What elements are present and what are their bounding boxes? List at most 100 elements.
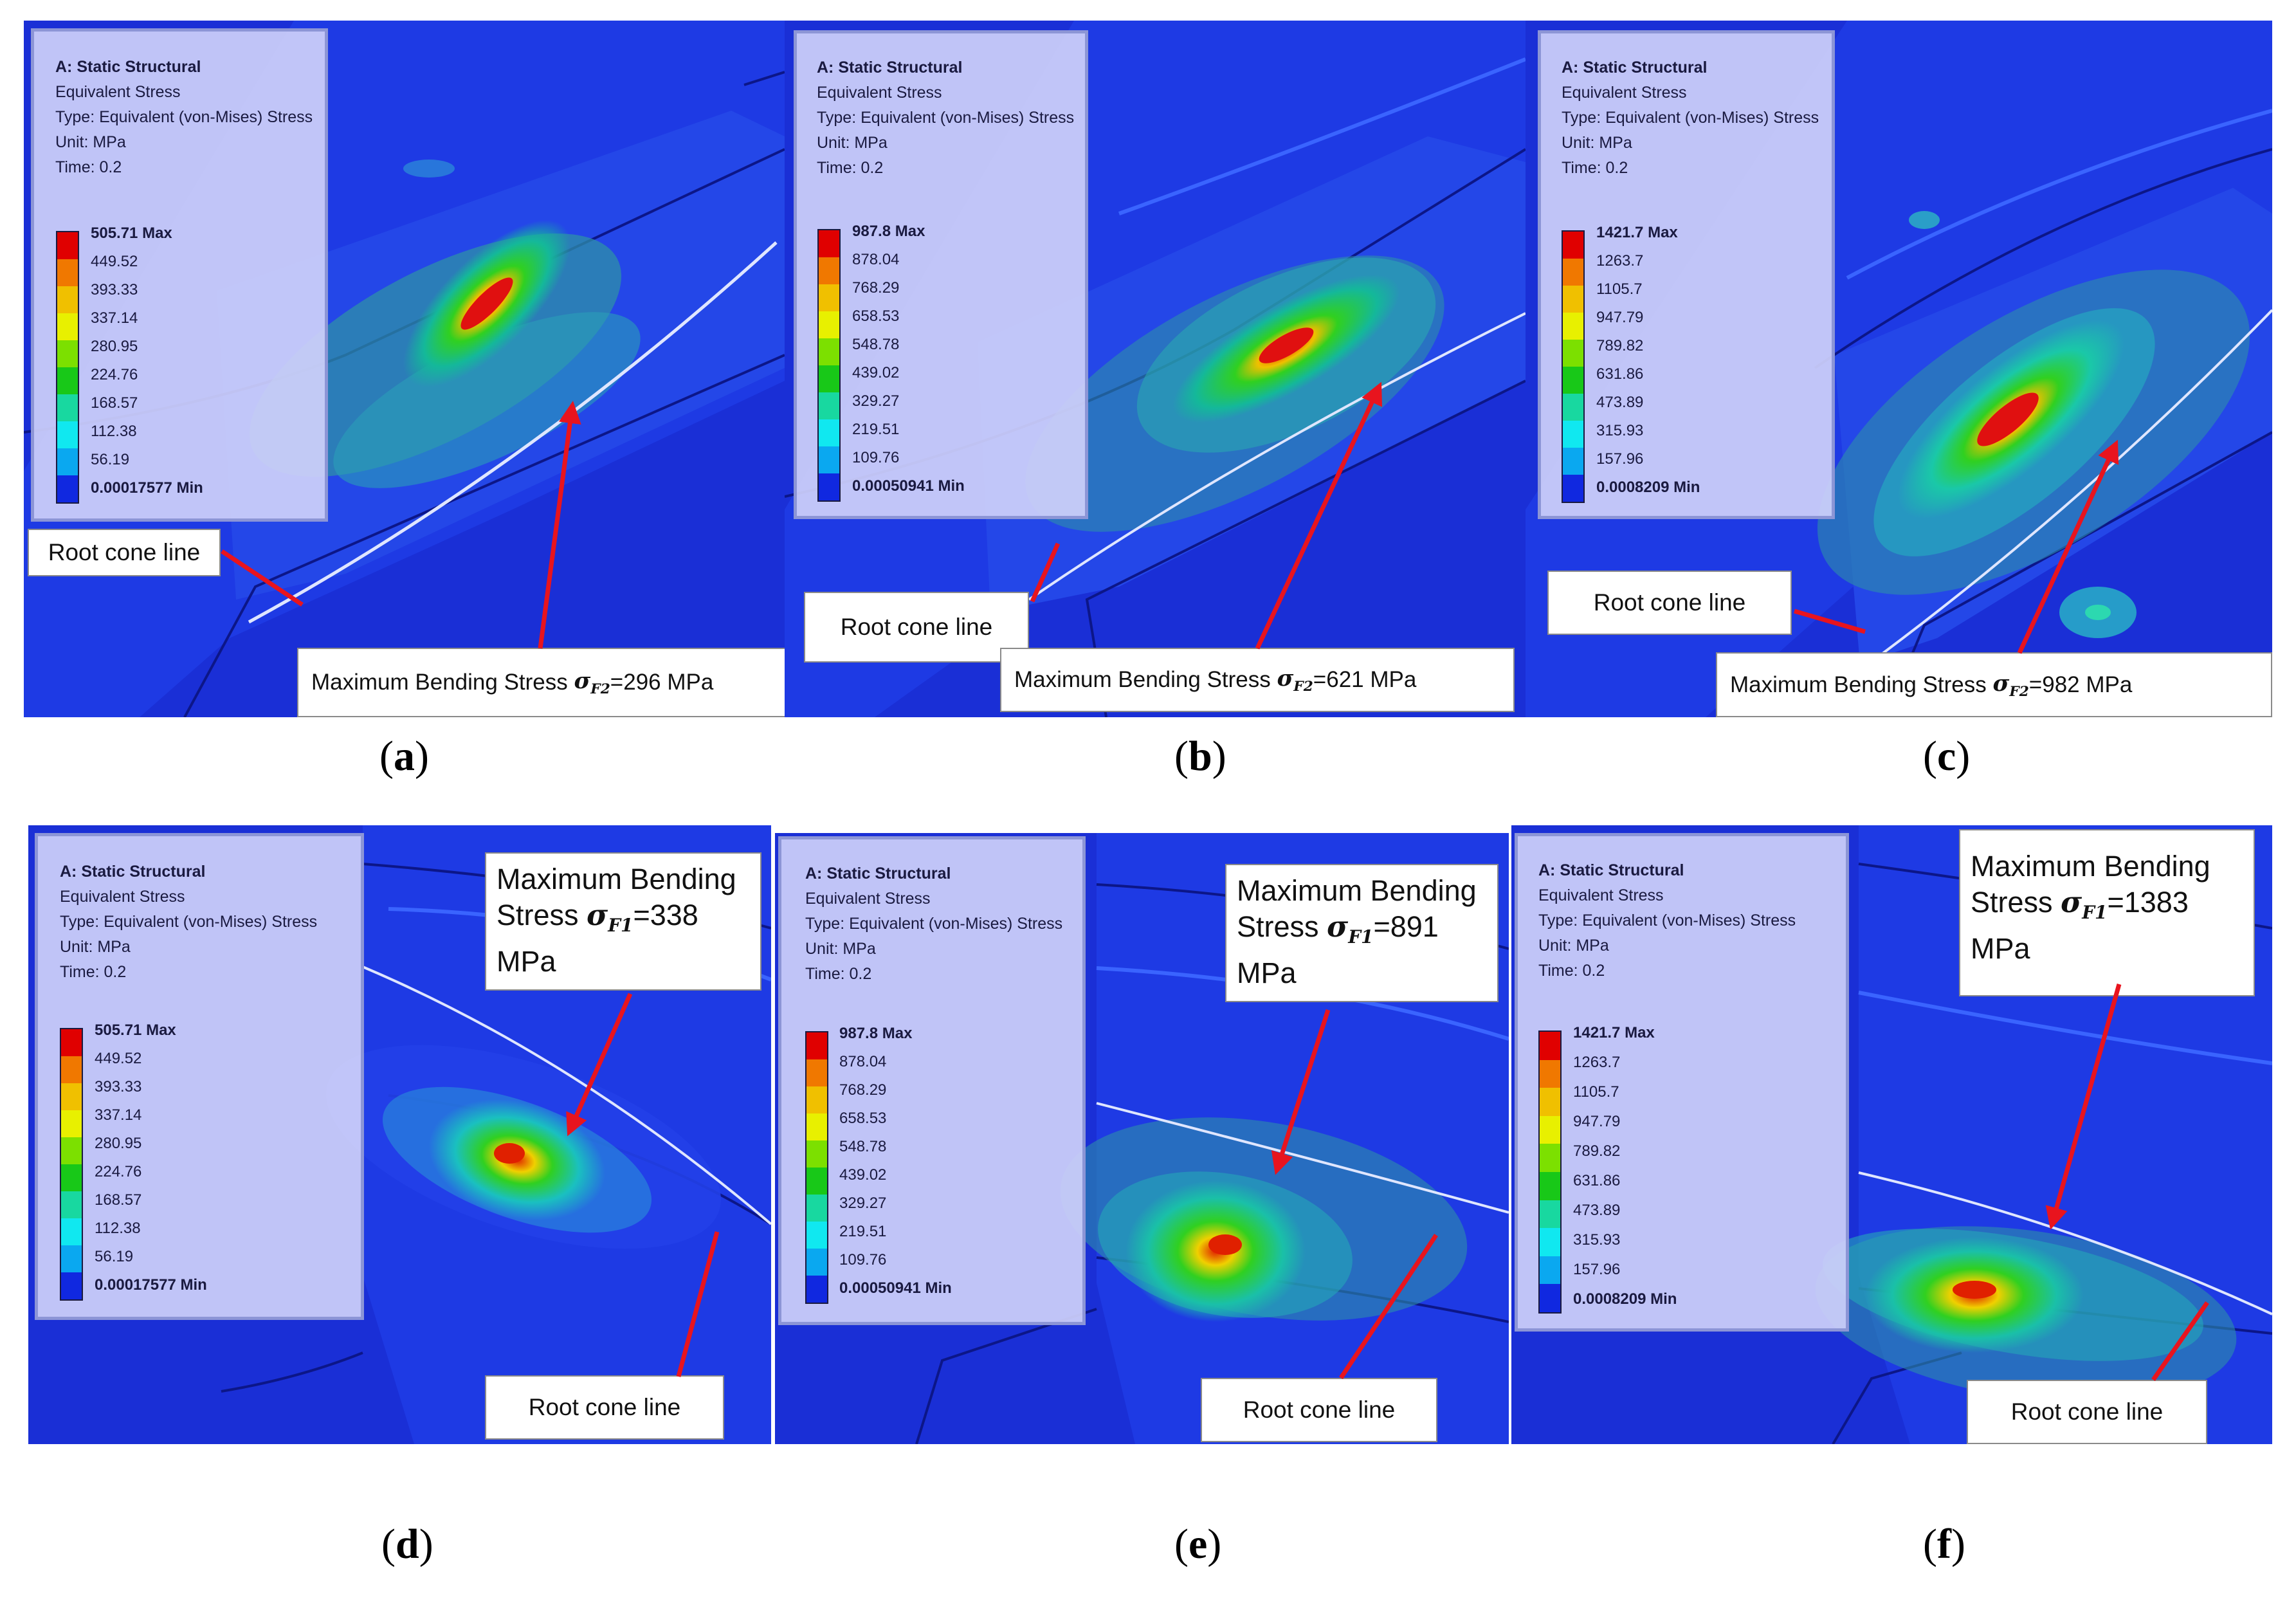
legend-subtitle: Equivalent Stress xyxy=(817,84,942,102)
colorbar xyxy=(817,229,841,502)
root-cone-label: Root cone line xyxy=(1201,1378,1437,1442)
legend-subtitle: Equivalent Stress xyxy=(805,890,931,908)
legend-d: A: Static Structural Equivalent Stress T… xyxy=(35,833,364,1320)
colorbar-band xyxy=(819,392,839,419)
colorbar-band xyxy=(57,448,78,475)
stress-prefix: Stress xyxy=(497,899,587,931)
colorbar-band xyxy=(819,446,839,473)
sigma-symbol: σF2 xyxy=(1992,670,2029,700)
colorbar-band xyxy=(1563,340,1583,367)
legend-time: Time: 0.2 xyxy=(817,159,884,177)
colorbar-band xyxy=(819,473,839,500)
legend-title: A: Static Structural xyxy=(60,863,206,881)
legend-max: 505.71 Max xyxy=(91,224,172,242)
colorbar-band xyxy=(806,1140,827,1168)
stress-label-f: Maximum Bending Stress σF1=1383 MPa xyxy=(1959,829,2255,996)
legend-level: 768.29 xyxy=(839,1081,887,1099)
legend-level: 219.51 xyxy=(852,421,900,438)
legend-level: 280.95 xyxy=(91,338,138,355)
colorbar-band xyxy=(819,311,839,338)
colorbar-band xyxy=(1563,313,1583,340)
stress-value: =296 MPa xyxy=(610,670,714,695)
legend-level: 168.57 xyxy=(95,1191,142,1209)
stress-value: =891 xyxy=(1373,910,1439,943)
legend-level: 658.53 xyxy=(839,1110,887,1127)
stress-label-c: Maximum Bending Stress σF2 =982 MPa xyxy=(1716,652,2272,717)
legend-unit: Unit: MPa xyxy=(817,134,888,152)
legend-min: 0.00017577 Min xyxy=(95,1276,207,1294)
legend-level: 224.76 xyxy=(91,366,138,383)
legend-unit: Unit: MPa xyxy=(1538,937,1609,955)
colorbar-band xyxy=(57,367,78,394)
stress-prefix: Maximum Bending Stress xyxy=(1730,672,1993,697)
colorbar-band xyxy=(61,1137,82,1164)
colorbar-band xyxy=(806,1222,827,1249)
colorbar-band xyxy=(819,365,839,392)
legend-level: 789.82 xyxy=(1596,337,1644,354)
legend-level: 337.14 xyxy=(95,1106,142,1124)
legend-max: 987.8 Max xyxy=(852,223,925,240)
legend-level: 219.51 xyxy=(839,1223,887,1240)
sigma-symbol: σF1 xyxy=(1327,910,1374,948)
legend-level: 337.14 xyxy=(91,309,138,327)
legend-min: 0.00050941 Min xyxy=(839,1279,952,1297)
stress-unit: MPa xyxy=(1971,932,2030,965)
colorbar-band xyxy=(806,1168,827,1195)
legend-time: Time: 0.2 xyxy=(805,965,872,983)
stress-value: =982 MPa xyxy=(2028,672,2133,697)
stress-line1: Maximum Bending xyxy=(1971,850,2210,883)
legend-title: A: Static Structural xyxy=(805,865,951,883)
legend-level: 631.86 xyxy=(1573,1172,1621,1189)
legend-level: 329.27 xyxy=(852,392,900,410)
legend-level: 947.79 xyxy=(1573,1113,1621,1130)
colorbar-band xyxy=(1563,232,1583,259)
root-cone-line xyxy=(1858,1171,2272,1315)
legend-level: 548.78 xyxy=(852,336,900,353)
colorbar-band xyxy=(61,1083,82,1110)
legend-level: 658.53 xyxy=(852,307,900,325)
stress-line1: Maximum Bending xyxy=(1237,874,1477,907)
legend-time: Time: 0.2 xyxy=(55,158,122,176)
panel-c: A: Static Structural Equivalent Stress T… xyxy=(1526,21,2272,717)
legend-level: 449.52 xyxy=(95,1050,142,1067)
colorbar-band xyxy=(61,1218,82,1245)
root-cone-label: Root cone line xyxy=(804,592,1029,663)
legend-subtitle: Equivalent Stress xyxy=(55,83,181,101)
caption-a: (a) xyxy=(379,733,429,780)
legend-level: 315.93 xyxy=(1573,1231,1621,1249)
legend-subtitle: Equivalent Stress xyxy=(60,888,185,906)
colorbar-band xyxy=(806,1249,827,1276)
stress-unit: MPa xyxy=(497,945,556,978)
colorbar-band xyxy=(1563,475,1583,502)
legend-unit: Unit: MPa xyxy=(1562,134,1632,152)
stress-label-e: Maximum Bending Stress σF1=891 MPa xyxy=(1225,864,1499,1002)
legend-level: 109.76 xyxy=(839,1251,887,1269)
legend-min: 0.00050941 Min xyxy=(852,477,965,495)
legend-level: 393.33 xyxy=(95,1078,142,1095)
root-cone-line xyxy=(248,241,778,624)
colorbar-band xyxy=(1563,448,1583,475)
colorbar-band xyxy=(1563,421,1583,448)
legend-min: 0.0008209 Min xyxy=(1573,1290,1677,1308)
stress-value: =1383 xyxy=(2107,886,2189,919)
legend-level: 473.89 xyxy=(1596,394,1644,411)
legend-type: Type: Equivalent (von-Mises) Stress xyxy=(1562,109,1819,127)
colorbar-band xyxy=(1540,1088,1560,1116)
colorbar-band xyxy=(1563,286,1583,313)
legend-level: 315.93 xyxy=(1596,422,1644,439)
colorbar-band xyxy=(819,230,839,257)
legend-level: 1263.7 xyxy=(1596,252,1644,270)
legend-level: 157.96 xyxy=(1573,1261,1621,1278)
legend-max: 987.8 Max xyxy=(839,1025,913,1042)
legend-time: Time: 0.2 xyxy=(60,963,127,981)
colorbar-band xyxy=(1540,1200,1560,1229)
legend-title: A: Static Structural xyxy=(1562,59,1708,77)
caption-e: (e) xyxy=(1174,1521,1222,1568)
root-cone-label: Root cone line xyxy=(28,529,221,576)
panel-e: A: Static Structural Equivalent Stress T… xyxy=(775,833,1509,1444)
colorbar-band xyxy=(57,394,78,421)
sigma-symbol: σF1 xyxy=(587,898,633,936)
colorbar-band xyxy=(61,1056,82,1083)
stress-value: =621 MPa xyxy=(1313,667,1417,692)
stress-label-b: Maximum Bending Stress σF2 =621 MPa xyxy=(1000,648,1515,712)
